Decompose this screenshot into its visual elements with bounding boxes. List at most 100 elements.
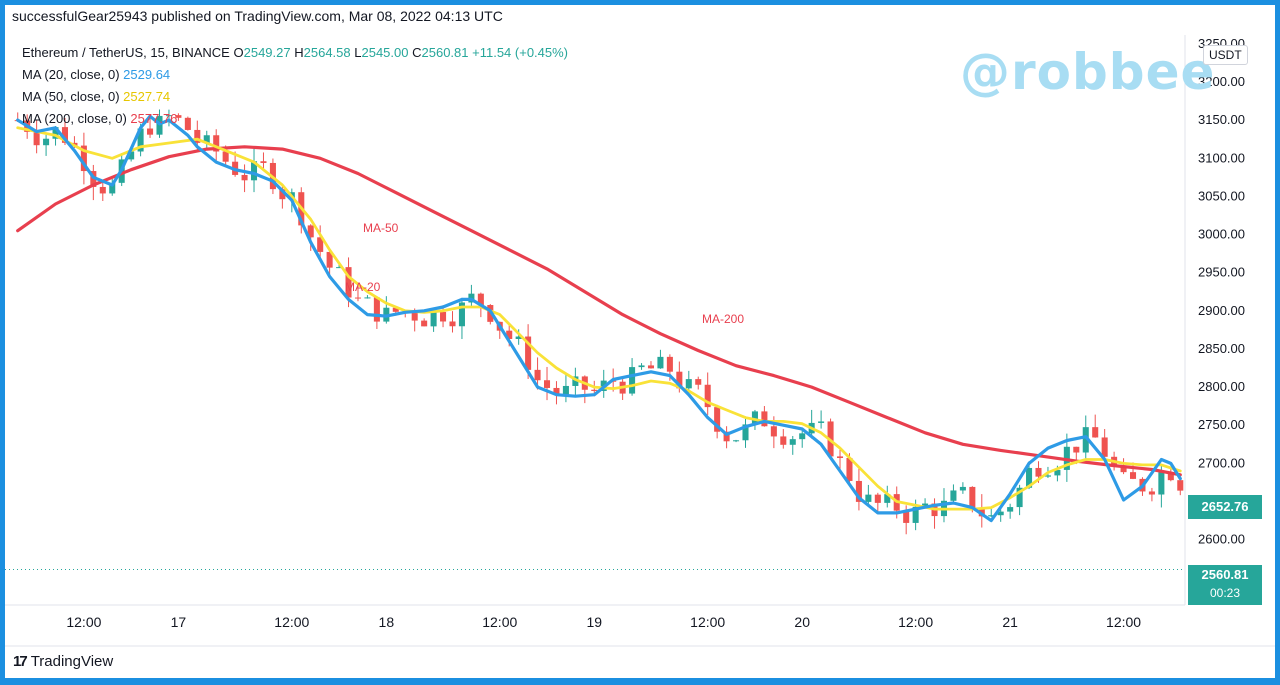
candle-body [818, 421, 825, 423]
publication-info: successfulGear25943 published on Trading… [12, 8, 503, 24]
candle-body [184, 117, 191, 130]
candle-body [714, 407, 721, 432]
candle-body [543, 380, 551, 388]
candle [647, 361, 655, 369]
y-tick-label: 2750.00 [1198, 417, 1245, 432]
candle-body [1167, 472, 1174, 481]
candle [260, 152, 267, 171]
candle-body [704, 384, 711, 408]
candle-body [515, 336, 522, 339]
legend-change: +11.54 (+0.45%) [472, 45, 569, 60]
x-tick-label: 12:00 [898, 614, 933, 630]
candle-body [657, 356, 664, 369]
candle-body [865, 494, 872, 502]
tradingview-logo[interactable]: 17 TradingView [13, 653, 113, 670]
candle [789, 435, 796, 455]
candle-body [723, 431, 730, 442]
candle-body [525, 336, 532, 370]
candle [714, 404, 721, 439]
candle-body [326, 251, 333, 268]
candle [449, 311, 456, 333]
candle-body [1035, 467, 1042, 477]
candle-body [317, 237, 324, 252]
candle [704, 372, 711, 415]
legend-ma200-row[interactable]: MA (200, close, 0) 2577.76 [22, 111, 177, 126]
candle-body [43, 138, 50, 146]
candle [1082, 415, 1089, 463]
y-tick-label: 3100.00 [1198, 150, 1245, 165]
candle-body [1101, 437, 1108, 457]
candle-body [411, 312, 418, 321]
candle [959, 482, 966, 494]
candle-body [449, 321, 456, 327]
candle [99, 181, 106, 201]
candle [855, 468, 862, 511]
x-tick-label: 19 [586, 614, 602, 630]
candle-body [884, 494, 891, 503]
candle-body [1044, 475, 1051, 477]
candle [1092, 414, 1099, 438]
candle-body [109, 182, 116, 194]
candle-body [52, 127, 59, 139]
x-tick-label: 12:00 [482, 614, 517, 630]
x-tick-label: 17 [171, 614, 187, 630]
candle-body [855, 480, 862, 502]
candle-body [222, 151, 229, 162]
candle [780, 429, 787, 449]
candle-body [477, 293, 484, 306]
candle-body [279, 189, 286, 200]
y-tick-label: 3150.00 [1198, 112, 1245, 127]
legend-ma20-row[interactable]: MA (20, close, 0) 2529.64 [22, 67, 170, 82]
candle-body [506, 330, 513, 339]
candle-body [780, 436, 787, 445]
candle-body [647, 365, 655, 369]
candle [421, 318, 428, 327]
candle-body [1120, 466, 1127, 473]
candle-body [458, 302, 465, 327]
candle-body [922, 503, 929, 507]
candle-body [553, 387, 560, 395]
close-label: C [412, 45, 422, 60]
candle [562, 373, 569, 403]
candle-body [99, 186, 106, 194]
candle [931, 498, 938, 529]
candle-body [1054, 469, 1061, 476]
currency-unit-label[interactable]: USDT [1203, 45, 1248, 65]
candle-body [137, 128, 144, 152]
candle [988, 507, 995, 518]
candle-body [1092, 427, 1099, 438]
legend-ma50-row[interactable]: MA (50, close, 0) 2527.74 [22, 89, 170, 104]
candle [733, 439, 740, 443]
candle [165, 109, 172, 127]
candle [43, 134, 50, 156]
y-tick-label: 2800.00 [1198, 379, 1245, 394]
legend-ma200-label: MA (200, close, 0) [22, 111, 127, 126]
candle-body [175, 115, 182, 118]
candle-body [128, 151, 135, 160]
candle-body [978, 507, 985, 517]
candle-body [1158, 472, 1165, 495]
candle-body [147, 128, 154, 135]
candle-body [1016, 487, 1023, 508]
candle-body [799, 433, 806, 440]
candle-body [307, 225, 314, 238]
candle [373, 297, 380, 329]
candle-body [761, 411, 768, 427]
candle-body [950, 490, 957, 501]
y-tick-label: 3050.00 [1198, 188, 1245, 203]
candle [383, 296, 390, 324]
last-price-value: 2560.81 [1201, 567, 1249, 582]
candle [364, 295, 371, 299]
candle [543, 366, 551, 401]
ma-value-badge: 2652.76 [1188, 495, 1262, 519]
candle-body [80, 145, 87, 172]
y-tick-label: 3200.00 [1198, 74, 1245, 89]
author-watermark: @robbee [960, 43, 1216, 101]
candle-body [959, 486, 966, 491]
candle [657, 349, 664, 369]
y-tick-label: 2950.00 [1198, 265, 1245, 280]
candle-body [912, 506, 919, 523]
candle [836, 448, 844, 472]
candle-body [572, 376, 579, 386]
